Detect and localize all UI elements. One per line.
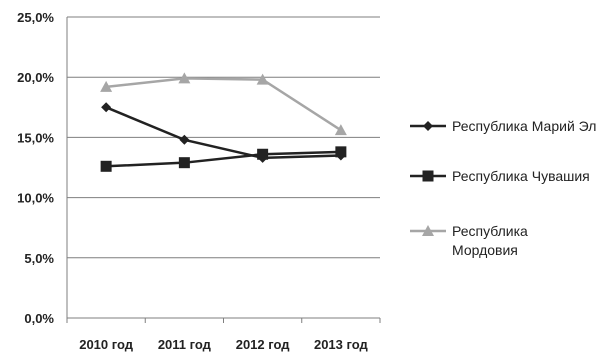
y-tick-label: 10,0% [17, 191, 54, 206]
x-tick-label: 2013 год [314, 337, 369, 352]
x-axis-ticks: 2010 год 2011 год 2012 год 2013 год [79, 337, 368, 352]
y-tick-label: 5,0% [24, 251, 54, 266]
y-tick-label: 0,0% [24, 311, 54, 326]
data-point [101, 102, 112, 113]
data-point [100, 80, 113, 92]
y-tick-label: 20,0% [17, 70, 54, 85]
y-tick-label: 25,0% [17, 10, 54, 25]
data-point [178, 157, 190, 169]
x-tick-label: 2011 год [158, 337, 212, 352]
legend-label: Мордовия [452, 242, 518, 258]
series-line [105, 106, 341, 160]
legend-marker [422, 225, 434, 236]
data-point [178, 72, 191, 84]
legend: Республика Марий Эл Республика Чувашия Рес… [410, 118, 596, 258]
legend-marker [423, 121, 433, 131]
series-line [105, 77, 342, 132]
y-tick-label: 15,0% [17, 130, 54, 145]
legend-marker [422, 170, 434, 182]
legend-label: Республика Марий Эл [452, 118, 596, 134]
x-tick-label: 2012 год [236, 337, 291, 352]
series-lines [100, 72, 347, 172]
y-axis-ticks: 0,0% 5,0% 10,0% 15,0% 20,0% 25,0% [17, 10, 54, 326]
x-tick-label: 2010 год [79, 337, 134, 352]
data-point [335, 146, 347, 158]
data-point [256, 73, 269, 85]
gridlines [66, 16, 381, 323]
legend-label: Республика Чувашия [452, 168, 590, 184]
data-point [100, 160, 112, 172]
data-point [334, 124, 347, 136]
series-line [106, 150, 341, 168]
data-point [257, 148, 269, 160]
data-point [179, 134, 190, 145]
legend-label: Республика [452, 223, 528, 239]
